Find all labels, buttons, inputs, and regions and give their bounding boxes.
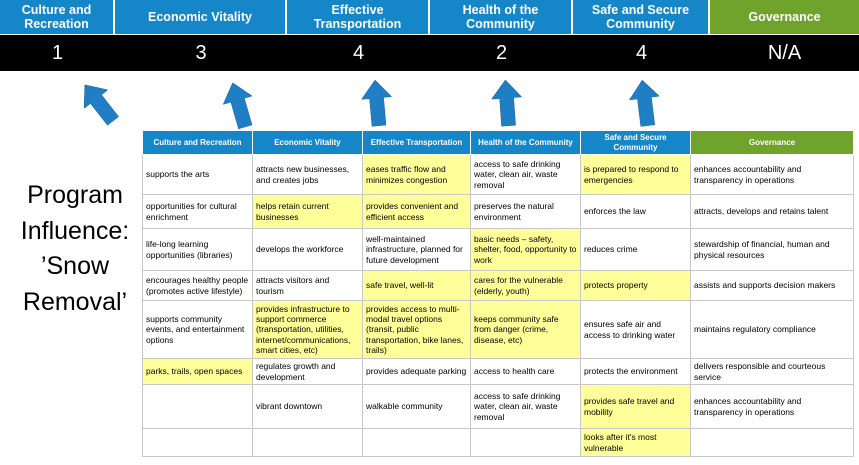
matrix-cell-r3-c2: safe travel, well-lit [362,270,471,301]
matrix-cell-r6-c3: access to safe drinking water, clean air… [470,384,581,429]
influence-arrow-5 [627,78,662,127]
up-arrow-icon [83,84,120,126]
matrix-cell-r0-c0: supports the arts [142,154,253,195]
pillar-header-row: Culture and Recreation Economic Vitality… [0,0,859,34]
matrix-header-0: Culture and Recreation [142,130,253,155]
matrix-cell-r0-c2: eases traffic flow and minimizes congest… [362,154,471,195]
up-arrow-icon [361,79,393,127]
matrix-cell-r2-c2: well-maintained infrastructure, planned … [362,228,471,271]
pillar-header-transportation: Effective Transportation [287,0,430,34]
matrix-cell-r2-c0: life-long learning opportunities (librar… [142,228,253,271]
matrix-cell-r2-c5: stewardship of financial, human and phys… [690,228,854,271]
matrix-cell-r5-c0: parks, trails, open spaces [142,358,253,385]
matrix-cell-r1-c3: preserves the natural environment [470,194,581,229]
pillar-score-health: 2 [495,41,508,64]
up-arrow-icon [629,79,660,127]
influence-arrow-3 [360,79,394,127]
matrix-cell-r1-c5: attracts, develops and retains talent [690,194,854,229]
matrix-cell-r0-c5: enhances accountability and transparency… [690,154,854,195]
matrix-cell-r1-c1: helps retain current businesses [252,194,363,229]
influence-arrow-4 [490,79,523,127]
matrix-cell-r0-c4: is prepared to respond to emergencies [580,154,691,195]
matrix-cell-r7-c3 [470,428,581,457]
matrix-cell-r2-c3: basic needs – safety, shelter, food, opp… [470,228,581,271]
pillar-header-health: Health of the Community [430,0,573,34]
matrix-row-7: looks after it's most vulnerable [142,428,854,457]
matrix-cell-r3-c1: attracts visitors and tourism [252,270,363,301]
pillar-score-culture: 1 [51,41,64,64]
matrix-header-2: Effective Transportation [362,130,471,155]
matrix-cell-r7-c1 [252,428,363,457]
matrix-cell-r1-c2: provides convenient and efficient access [362,194,471,229]
matrix-row-6: vibrant downtown walkable community access… [142,384,854,429]
matrix-cell-r4-c5: maintains regulatory compliance [690,300,854,359]
matrix-cell-r6-c4: provides safe travel and mobility [580,384,691,429]
matrix-row-5: parks, trails, open spaces regulates grow… [142,358,854,385]
matrix-cell-r4-c3: keeps community safe from danger (crime,… [470,300,581,359]
matrix-cell-r4-c0: supports community events, and entertain… [142,300,253,359]
matrix-cell-r3-c3: cares for the vulnerable (elderly, youth… [470,270,581,301]
matrix-cell-r5-c5: delivers responsible and courteous servi… [690,358,854,385]
pillar-score-governance: N/A [767,41,802,64]
matrix-cell-r5-c1: regulates growth and development [252,358,363,385]
matrix-row-1: opportunities for cultural enrichment hel… [142,194,854,229]
pillar-header-governance: Governance [710,0,859,34]
matrix-row-0: supports the arts attracts new businesses… [142,154,854,195]
matrix-cell-r7-c0 [142,428,253,457]
matrix-cell-r6-c1: vibrant downtown [252,384,363,429]
influence-matrix: Culture and Recreation Economic Vitality E… [142,130,854,457]
matrix-header-1: Economic Vitality [252,130,363,155]
matrix-row-2: life-long learning opportunities (librar… [142,228,854,271]
matrix-cell-r4-c2: provides access to multi-modal travel op… [362,300,471,359]
matrix-cell-r6-c2: walkable community [362,384,471,429]
matrix-cell-r7-c4: looks after it's most vulnerable [580,428,691,457]
matrix-cell-r5-c4: protects the environment [580,358,691,385]
pillar-score-transportation: 4 [352,41,365,64]
matrix-header-4: Safe and Secure Community [580,130,691,155]
up-arrow-icon [222,82,253,130]
matrix-cell-r0-c3: access to safe drinking water, clean air… [470,154,581,195]
matrix-cell-r7-c5 [690,428,854,457]
matrix-cell-r6-c5: enhances accountability and transparency… [690,384,854,429]
matrix-cell-r3-c5: assists and supports decision makers [690,270,854,301]
matrix-header-row: Culture and Recreation Economic Vitality E… [142,130,854,155]
matrix-cell-r2-c1: develops the workforce [252,228,363,271]
matrix-cell-r0-c1: attracts new businesses, and creates job… [252,154,363,195]
matrix-header-5: Governance [690,130,854,155]
matrix-cell-r4-c4: ensures safe air and access to drinking … [580,300,691,359]
matrix-cell-r5-c2: provides adequate parking [362,358,471,385]
matrix-cell-r1-c0: opportunities for cultural enrichment [142,194,253,229]
matrix-cell-r4-c1: provides infrastructure to support comme… [252,300,363,359]
matrix-cell-r3-c4: protects property [580,270,691,301]
matrix-cell-r3-c0: encourages healthy people (promotes acti… [142,270,253,301]
pillar-score-economy: 3 [195,41,207,64]
matrix-cell-r2-c4: reduces crime [580,228,691,271]
pillar-header-culture: Culture and Recreation [0,0,115,34]
influence-arrow-2 [218,79,260,131]
matrix-cell-r7-c2 [362,428,471,457]
up-arrow-icon [491,79,523,127]
influence-arrow-1 [73,76,125,131]
pillar-header-economy: Economic Vitality [115,0,287,34]
matrix-cell-r1-c4: enforces the law [580,194,691,229]
matrix-header-3: Health of the Community [470,130,581,155]
pillar-header-safety: Safe and Secure Community [573,0,710,34]
program-influence-title: Program Influence: ’Snow Removal’ [20,181,130,316]
matrix-cell-r6-c0 [142,384,253,429]
matrix-cell-r5-c3: access to health care [470,358,581,385]
pillar-score-row: 1 3 4 2 4 N/A [0,35,859,71]
matrix-row-4: supports community events, and entertain… [142,300,854,359]
pillar-score-safety: 4 [635,41,648,64]
influence-matrix-table: Culture and Recreation Economic Vitality E… [142,130,854,457]
matrix-row-3: encourages healthy people (promotes acti… [142,270,854,301]
